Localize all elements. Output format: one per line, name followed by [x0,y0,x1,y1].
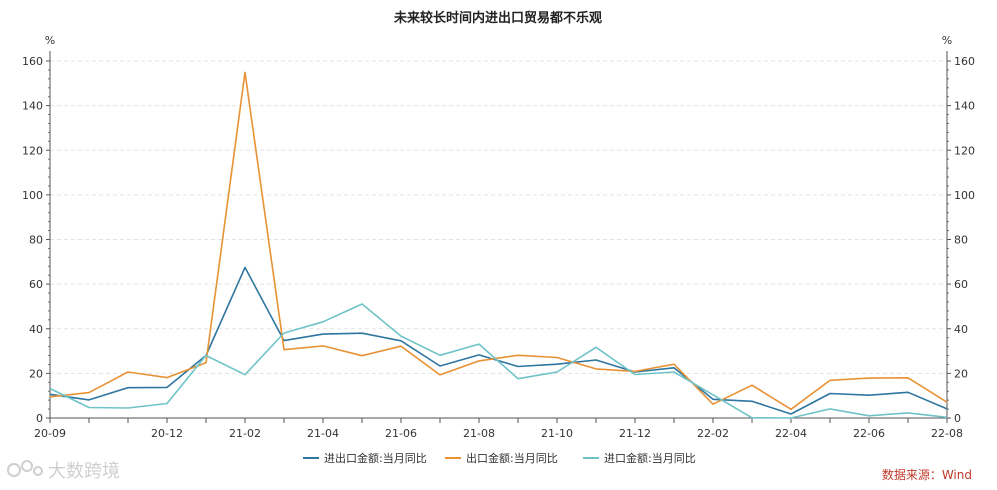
left-y-tick-label: 120 [22,144,43,157]
right-y-tick-label: 0 [954,412,961,425]
watermark-text: 大数跨境 [48,461,120,482]
x-tick-label: 20-12 [151,427,183,440]
x-tick-label: 21-12 [619,427,651,440]
right-y-tick-label: 80 [954,234,968,247]
right-y-tick-label: 140 [954,100,975,113]
left-y-tick-label: 160 [22,55,43,68]
series-lines [49,71,948,419]
x-tick-label: 21-02 [229,427,261,440]
series-line [49,303,948,419]
x-tick-label: 22-02 [697,427,729,440]
x-tick-label: 22-06 [853,427,885,440]
x-tick-label: 22-08 [931,427,963,440]
x-tick-label: 21-10 [541,427,573,440]
right-y-tick-label: 100 [954,189,975,202]
right-y-tick-label: 120 [954,144,975,157]
left-y-tick-label: 0 [36,412,43,425]
right-y-tick-label: 160 [954,55,975,68]
data-source: 数据来源：Wind [882,467,972,482]
x-tick-label: 21-04 [307,427,339,440]
x-tick-label: 21-08 [463,427,495,440]
left-y-tick-label: 100 [22,189,43,202]
legend-label: 进出口金额:当月同比 [324,451,427,465]
grid-lines [50,60,947,374]
right-axis-unit: % [942,34,952,47]
x-tick-label: 22-04 [775,427,807,440]
legend-label: 出口金额:当月同比 [466,451,558,465]
axes: 0 0 20 20 40 40 60 60 80 80 100 100 120 120 140 140 160 1… [22,51,975,440]
chart-title: 未来较长时间内进出口贸易都不乐观 [393,10,602,26]
series-line [49,71,948,411]
left-y-tick-label: 40 [29,323,43,336]
watermark-logo: 大数跨境 [7,460,120,482]
left-y-tick-label: 60 [29,278,43,291]
right-y-tick-label: 60 [954,278,968,291]
right-y-tick-label: 40 [954,323,968,336]
x-tick-label: 21-06 [385,427,417,440]
left-y-tick-label: 140 [22,100,43,113]
left-axis-unit: % [45,34,55,47]
legend-label: 进口金额:当月同比 [604,451,696,465]
x-tick-label: 20-09 [34,427,66,440]
left-y-tick-label: 80 [29,234,43,247]
left-y-tick-label: 20 [29,367,43,380]
legend: 进出口金额:当月同比 出口金额:当月同比 进口金额:当月同比 [303,451,696,465]
series-line [49,266,948,415]
right-y-tick-label: 20 [954,367,968,380]
